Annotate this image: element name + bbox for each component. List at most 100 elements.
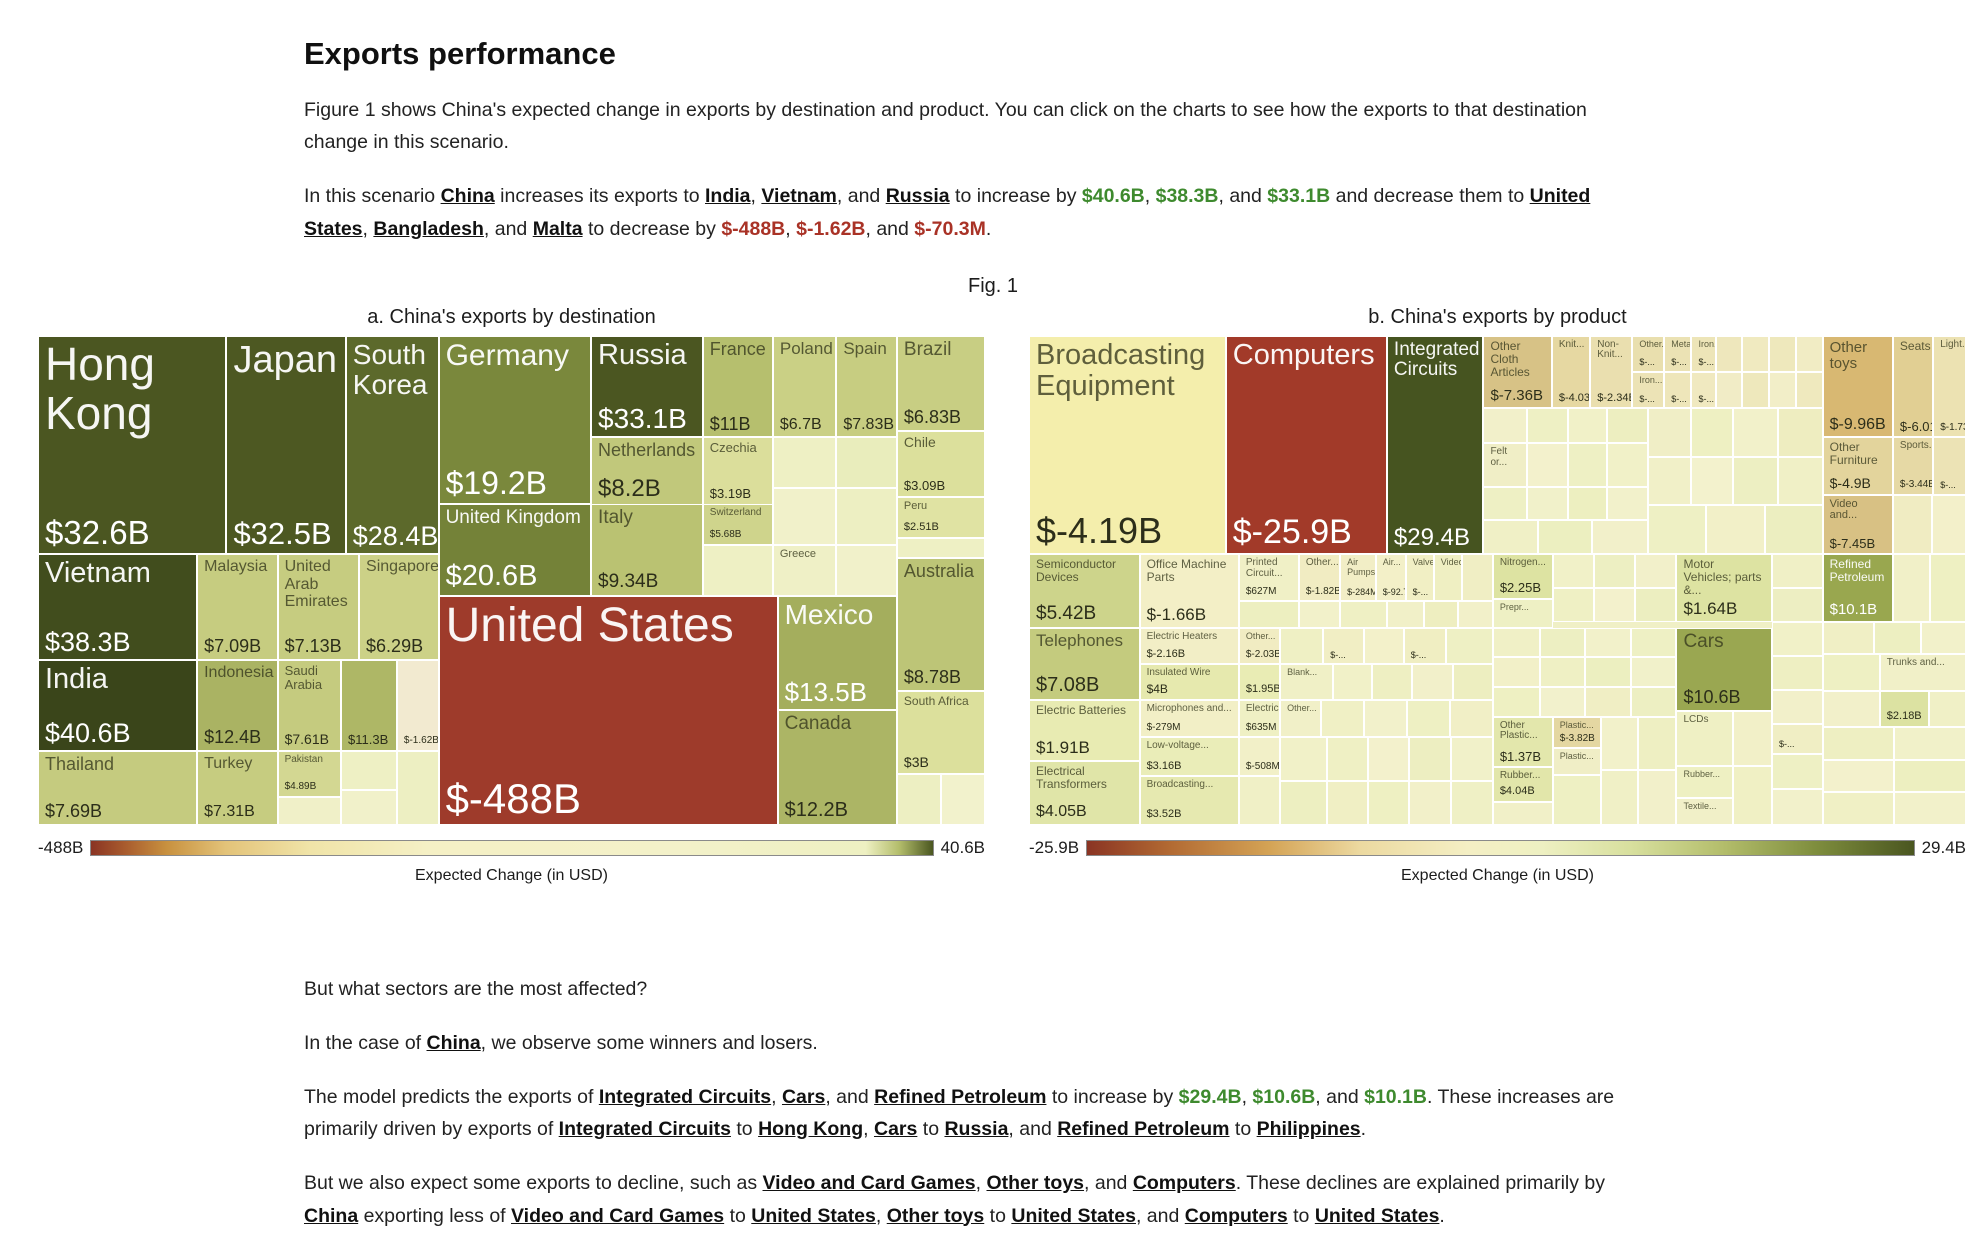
treemap-filler-cell[interactable] (1638, 716, 1677, 771)
treemap-cell-electrical-transformers[interactable]: Electrical Transformers $4.05B (1029, 761, 1140, 825)
treemap-cell-india[interactable]: India $40.6B (38, 659, 198, 751)
treemap-cell-turkey[interactable]: Turkey $7.31B (197, 750, 278, 825)
treemap-filler-cell[interactable] (1539, 657, 1585, 687)
inline-link[interactable]: Russia (885, 185, 950, 208)
treemap-cell-other-plastic[interactable]: Other Plastic... $1.37B (1492, 716, 1553, 768)
treemap-cell-singapore[interactable]: Singapore $6.29B (359, 554, 439, 660)
treemap-cell-felt-or[interactable]: Felt or... (1483, 443, 1527, 488)
treemap-cell-australia[interactable]: Australia $8.78B (896, 558, 985, 692)
treemap-cell-integrated-circuits[interactable]: Integrated Circuits $29.4B (1386, 335, 1484, 555)
treemap-filler-cell[interactable] (1326, 781, 1369, 825)
treemap-cell-low-voltage[interactable]: Low-voltage... $3.16B (1139, 737, 1239, 777)
inline-link[interactable]: Video and Card Games (762, 1172, 976, 1195)
treemap-filler-cell[interactable] (1552, 554, 1594, 588)
treemap-cell-office-machine-parts[interactable]: Office Machine Parts $-1.66B (1139, 554, 1239, 629)
treemap-filler-cell[interactable] (1461, 554, 1493, 602)
treemap-cell-telephones[interactable]: Telephones $7.08B (1029, 628, 1140, 700)
treemap-filler-cell[interactable] (1772, 788, 1823, 825)
treemap-cell-japan[interactable]: Japan $32.5B (226, 335, 346, 555)
treemap-cell-spain[interactable]: Spain $7.83B (836, 335, 897, 438)
treemap-cell-pakistan[interactable]: Pakistan $4.89B (277, 750, 342, 797)
treemap-filler-cell[interactable] (1772, 588, 1823, 622)
treemap-filler-cell[interactable] (1567, 408, 1608, 444)
treemap-cell-united-arab-emirates[interactable]: United Arab Emirates $7.13B (277, 554, 360, 660)
treemap-filler-cell[interactable] (1691, 456, 1733, 506)
treemap-cell-electric-batteries[interactable]: Electric Batteries $1.91B (1029, 699, 1140, 762)
inline-link[interactable]: Cars (781, 1086, 826, 1109)
treemap-cell-nitrogen[interactable]: Nitrogen... $2.25B (1492, 554, 1553, 599)
treemap-filler-cell[interactable] (1893, 726, 1966, 761)
treemap-filler-cell[interactable] (1458, 601, 1493, 629)
treemap-cell-other[interactable]: Other... $-1.82B (1298, 554, 1341, 602)
treemap-filler-cell[interactable] (1412, 664, 1453, 700)
treemap-filler-cell[interactable] (1769, 371, 1797, 409)
treemap-filler-cell[interactable] (1280, 781, 1327, 825)
treemap-cell-italy[interactable]: Italy $9.34B (591, 504, 703, 596)
treemap-cell-hong-kong[interactable]: Hong Kong $32.6B (38, 335, 227, 555)
treemap-cell-sports[interactable]: Sports... $-3.44B (1892, 437, 1934, 495)
inline-link[interactable]: Vietnam (761, 185, 837, 208)
treemap-cell-south-africa[interactable]: South Africa $3B (896, 691, 985, 774)
treemap-filler-cell[interactable] (1630, 657, 1677, 687)
treemap-cell-malaysia[interactable]: Malaysia $7.09B (197, 554, 278, 660)
treemap-cell-broadcasting[interactable]: Broadcasting... $3.52B (1139, 776, 1239, 825)
treemap-filler-cell[interactable] (836, 437, 897, 489)
treemap-filler-cell[interactable] (1648, 505, 1707, 555)
treemap-filler-cell[interactable] (1822, 726, 1894, 761)
treemap-filler-cell[interactable] (1764, 505, 1823, 555)
treemap-cell-rubber[interactable]: Rubber... (1676, 766, 1733, 798)
treemap-filler-cell[interactable] (1732, 766, 1773, 825)
treemap-filler-cell[interactable] (1567, 443, 1608, 488)
treemap-cell-microphones-and[interactable]: Microphones and... $-279M (1139, 699, 1239, 738)
treemap-filler-cell[interactable] (1567, 487, 1608, 520)
treemap-cell-russia[interactable]: Russia $33.1B (591, 335, 703, 438)
treemap-cell-switzerland[interactable]: Switzerland $5.68B (702, 504, 773, 545)
treemap-filler-cell[interactable] (1630, 686, 1677, 717)
treemap-cell-video[interactable]: Video... (1433, 554, 1462, 602)
treemap-cell-insulated-wire[interactable]: Insulated Wire $4B (1139, 664, 1239, 700)
treemap-filler-cell[interactable] (1732, 408, 1778, 457)
treemap-cell-united-kingdom[interactable]: United Kingdom $20.6B (438, 504, 592, 596)
inline-link[interactable]: Other toys (886, 1204, 985, 1227)
treemap-cell[interactable]: $-1.62B (396, 659, 439, 751)
treemap-filler-cell[interactable] (1607, 408, 1649, 444)
treemap-cell-south-korea[interactable]: South Korea $28.4B (345, 335, 439, 555)
treemap-cell[interactable]: $2.18B (1879, 691, 1929, 727)
treemap-filler-cell[interactable] (1483, 487, 1527, 520)
treemap-cell-motor-vehicles-parts[interactable]: Motor Vehicles; parts &... $1.64B (1676, 554, 1773, 622)
treemap-filler-cell[interactable] (1452, 664, 1493, 700)
treemap-cell-mexico[interactable]: Mexico $13.5B (777, 595, 897, 711)
treemap-filler-cell[interactable] (1742, 335, 1770, 372)
treemap-cell-printed-circuit[interactable]: Printed Circuit... $627M (1238, 554, 1299, 602)
treemap-filler-cell[interactable] (1635, 554, 1677, 588)
treemap-filler-cell[interactable] (1326, 737, 1369, 782)
treemap-destination[interactable]: Hong Kong $32.6B Japan $32.5B South Korea $28… (38, 335, 985, 825)
treemap-filler-cell[interactable] (1706, 505, 1765, 555)
inline-link[interactable]: China (426, 1031, 481, 1054)
inline-link[interactable]: China (304, 1204, 359, 1227)
treemap-cell[interactable]: $11.3B (341, 659, 397, 751)
treemap-filler-cell[interactable] (1772, 554, 1823, 588)
treemap-filler-cell[interactable] (1445, 628, 1493, 665)
treemap-cell-plastic[interactable]: Plastic... (1552, 748, 1601, 775)
treemap-cell[interactable]: $-... (1323, 628, 1365, 665)
treemap-cell-valves[interactable]: Valves $-... (1405, 554, 1434, 602)
treemap-cell-semiconductor-devices[interactable]: Semiconductor Devices $5.42B (1029, 554, 1140, 629)
treemap-filler-cell[interactable] (1648, 408, 1692, 457)
treemap-cell-united-states[interactable]: United States $-488B (438, 595, 778, 825)
treemap-filler-cell[interactable] (1691, 408, 1733, 457)
treemap-filler-cell[interactable] (1822, 653, 1880, 692)
treemap-filler-cell[interactable] (1600, 716, 1639, 771)
treemap-filler-cell[interactable] (1280, 737, 1327, 782)
treemap-cell-netherlands[interactable]: Netherlands $8.2B (591, 437, 703, 505)
treemap-cell-textile[interactable]: Textile... (1676, 797, 1733, 825)
treemap-filler-cell[interactable] (1584, 686, 1631, 717)
treemap-cell[interactable]: $-... (1772, 724, 1823, 754)
treemap-filler-cell[interactable] (1450, 737, 1493, 782)
treemap-filler-cell[interactable] (1584, 628, 1631, 658)
treemap-filler-cell[interactable] (1592, 519, 1649, 555)
treemap-cell-knit[interactable]: Knit... $-4.03B (1551, 335, 1591, 409)
treemap-filler-cell[interactable] (1492, 628, 1540, 658)
treemap-cell-prepr[interactable]: Prepr... (1492, 598, 1553, 629)
treemap-cell-computers[interactable]: Computers $-25.9B (1225, 335, 1387, 555)
